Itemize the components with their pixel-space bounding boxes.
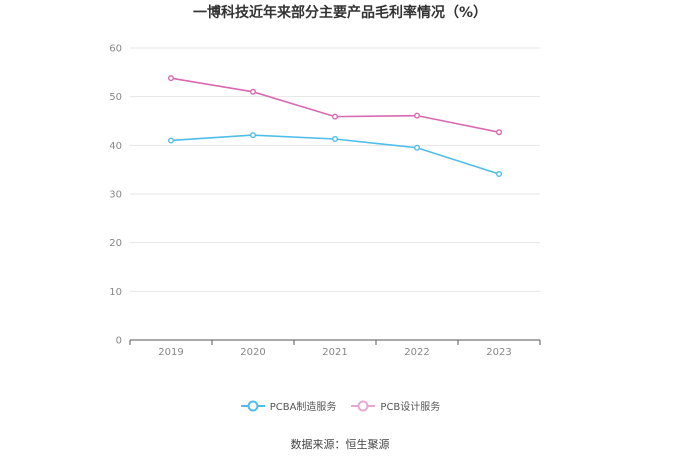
x-tick-label: 2021 [322,347,347,358]
x-tick-label: 2023 [486,347,511,358]
y-tick-label: 0 [116,336,122,347]
y-tick-label: 20 [109,238,122,249]
series-line-1 [170,77,500,133]
legend-label-pcba: PCBA制造服务 [269,402,337,413]
data-source: 数据来源：恒生聚源 [290,438,390,451]
y-tick-label: 40 [109,141,122,152]
legend-line-circle-icon [240,400,265,411]
data-point[interactable] [414,112,421,119]
data-point[interactable] [496,129,503,136]
data-point[interactable] [414,144,421,151]
data-point[interactable] [332,113,339,120]
series-lines [167,75,503,178]
data-point[interactable] [249,132,256,139]
axes [129,339,541,345]
x-tick-label: 2019 [158,347,183,358]
legend-line-circle-icon [351,400,376,411]
y-tick-label: 10 [109,287,122,298]
data-point[interactable] [167,137,174,144]
x-tick-label: 2020 [240,347,265,358]
legend-label-pcb: PCB设计服务 [380,402,441,413]
data-point[interactable] [167,75,174,82]
x-tick-label: 2022 [404,347,429,358]
y-tick-label: 30 [109,190,122,201]
y-tick-label: 60 [109,44,122,55]
legend-item-pcb[interactable]: PCB设计服务 [350,398,440,413]
tick-labels: 0 10 20 30 40 50 60 2019 2020 2021 2022 2023 [109,44,511,359]
data-point[interactable] [249,88,256,95]
data-point[interactable] [496,171,503,178]
legend-item-pcba[interactable]: PCBA制造服务 [240,398,337,413]
chart-title: 一博科技近年来部分主要产品毛利率情况（%） [192,5,488,21]
data-point[interactable] [332,136,339,143]
y-tick-label: 50 [109,92,122,103]
grid-lines [130,47,540,292]
legend: PCBA制造服务 PCB设计服务 [0,398,680,413]
